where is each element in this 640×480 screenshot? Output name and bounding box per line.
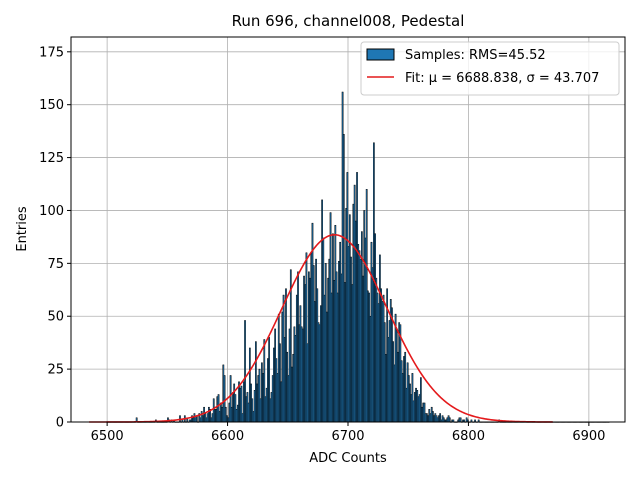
x-axis-label: ADC Counts [309, 451, 387, 466]
legend-label-fit: Fit: μ = 6688.838, σ = 43.707 [405, 71, 599, 86]
y-tick-label: 125 [39, 151, 64, 166]
histogram-bar [459, 417, 462, 423]
x-tick-label: 6800 [452, 429, 485, 444]
chart-title: Run 696, channel008, Pedestal [232, 12, 465, 30]
y-tick-label: 175 [39, 45, 64, 60]
x-tick-label: 6900 [572, 429, 605, 444]
legend: Samples: RMS=45.52 Fit: μ = 6688.838, σ … [360, 41, 620, 96]
legend-label-histogram: Samples: RMS=45.52 [405, 48, 546, 63]
y-tick-label: 0 [56, 416, 64, 431]
y-tick-label: 25 [47, 363, 64, 378]
histogram-bar [448, 417, 451, 423]
y-axis-ticks: 0 25 50 75 100 125 150 175 [39, 45, 71, 431]
x-tick-label: 6700 [331, 429, 364, 444]
legend-frame [360, 41, 620, 96]
x-tick-label: 6600 [211, 429, 244, 444]
y-tick-label: 150 [39, 98, 64, 113]
x-axis-ticks: 6500 6600 6700 6800 6900 [91, 422, 605, 444]
fit-curve [89, 233, 553, 423]
histogram-bars [106, 91, 610, 423]
y-tick-label: 100 [39, 204, 64, 219]
y-tick-label: 75 [47, 257, 64, 272]
y-tick-label: 50 [47, 310, 64, 325]
legend-swatch-histogram [366, 48, 395, 61]
x-tick-label: 6500 [91, 429, 124, 444]
y-axis-label: Entries [15, 206, 30, 252]
